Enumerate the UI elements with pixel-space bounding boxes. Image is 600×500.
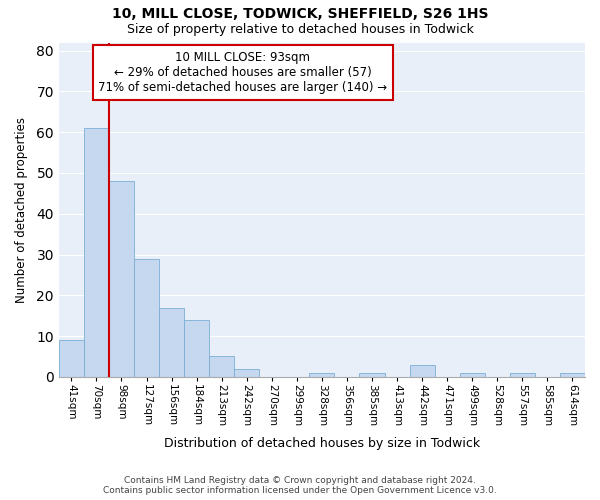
Text: Contains HM Land Registry data © Crown copyright and database right 2024.
Contai: Contains HM Land Registry data © Crown c… bbox=[103, 476, 497, 495]
Text: 10, MILL CLOSE, TODWICK, SHEFFIELD, S26 1HS: 10, MILL CLOSE, TODWICK, SHEFFIELD, S26 … bbox=[112, 8, 488, 22]
Bar bbox=[359, 372, 385, 377]
Bar bbox=[310, 372, 334, 377]
Bar bbox=[234, 368, 259, 377]
Bar bbox=[109, 181, 134, 377]
Bar bbox=[59, 340, 84, 377]
Text: Size of property relative to detached houses in Todwick: Size of property relative to detached ho… bbox=[127, 22, 473, 36]
Bar bbox=[184, 320, 209, 377]
Bar bbox=[460, 372, 485, 377]
Bar bbox=[84, 128, 109, 377]
Bar bbox=[209, 356, 234, 377]
Bar bbox=[410, 364, 434, 377]
Bar bbox=[510, 372, 535, 377]
Bar bbox=[134, 258, 159, 377]
Bar bbox=[159, 308, 184, 377]
Text: 10 MILL CLOSE: 93sqm
← 29% of detached houses are smaller (57)
71% of semi-detac: 10 MILL CLOSE: 93sqm ← 29% of detached h… bbox=[98, 51, 388, 94]
X-axis label: Distribution of detached houses by size in Todwick: Distribution of detached houses by size … bbox=[164, 437, 480, 450]
Bar bbox=[560, 372, 585, 377]
Y-axis label: Number of detached properties: Number of detached properties bbox=[15, 116, 28, 302]
